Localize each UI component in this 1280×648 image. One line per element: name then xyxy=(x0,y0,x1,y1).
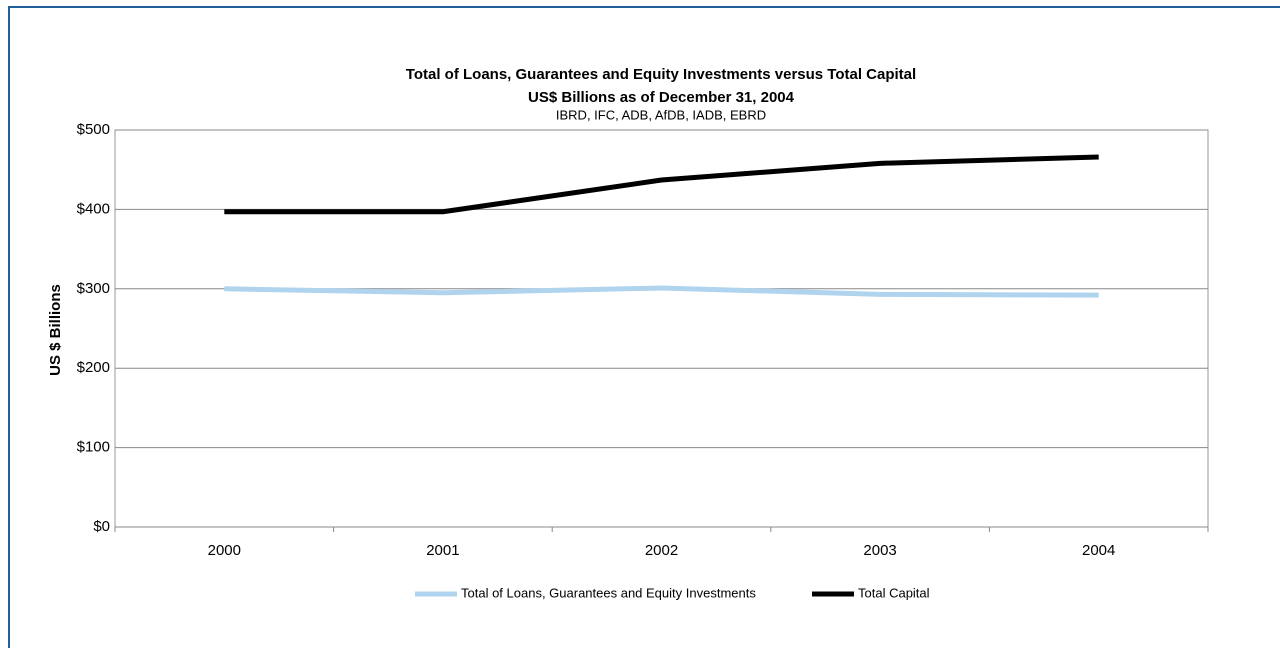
x-tick-label: 2001 xyxy=(426,542,459,559)
x-tick-label: 2004 xyxy=(1082,542,1115,559)
frame xyxy=(8,6,1280,648)
legend-label: Total of Loans, Guarantees and Equity In… xyxy=(461,585,756,600)
line-series xyxy=(224,154,1099,215)
x-tick-label: 2002 xyxy=(645,542,678,559)
y-axis-label: US $ Billions xyxy=(47,284,64,376)
plot-area xyxy=(114,129,1209,528)
x-tick-label: 2000 xyxy=(208,542,241,559)
x-tick-label: 2003 xyxy=(863,542,896,559)
legend-label: Total Capital xyxy=(858,585,930,600)
chart-subtitle: IBRD, IFC, ADB, AfDB, IADB, EBRD xyxy=(556,107,766,122)
chart-title: US$ Billions as of December 31, 2004 xyxy=(528,89,795,106)
line-series xyxy=(224,285,1099,298)
y-tick-label: $200 xyxy=(77,359,110,376)
y-tick-label: $0 xyxy=(93,518,110,535)
y-tick-label: $400 xyxy=(77,200,110,217)
chart-title: Total of Loans, Guarantees and Equity In… xyxy=(406,66,916,83)
y-tick-label: $100 xyxy=(77,439,110,456)
y-tick-label: $300 xyxy=(77,280,110,297)
y-tick-label: $500 xyxy=(77,121,110,138)
